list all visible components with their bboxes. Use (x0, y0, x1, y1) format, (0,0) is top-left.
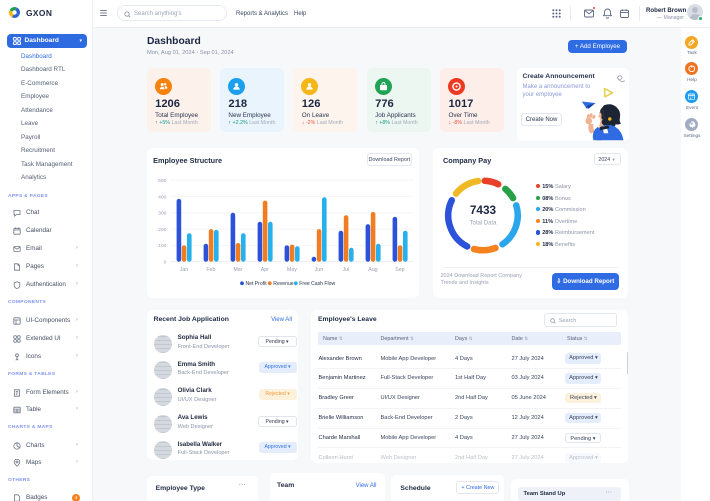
svg-text:May: May (286, 267, 296, 273)
svg-text:Jul: Jul (342, 267, 349, 273)
svg-text:Free Cash Flow: Free Cash Flow (299, 281, 335, 287)
svg-text:Feb: Feb (206, 267, 215, 273)
svg-text:400: 400 (158, 194, 167, 200)
svg-text:Jun: Jun (314, 267, 323, 273)
svg-text:Total Data: Total Data (469, 221, 497, 227)
svg-text:100: 100 (158, 243, 167, 249)
svg-text:Mar: Mar (233, 267, 242, 273)
svg-text:Jan: Jan (179, 267, 188, 273)
svg-text:7433: 7433 (469, 203, 496, 217)
svg-text:Net Profit: Net Profit (245, 281, 267, 287)
svg-text:500: 500 (158, 178, 167, 184)
svg-text:300: 300 (158, 211, 167, 217)
svg-text:Aug: Aug (368, 267, 377, 273)
svg-text:Revenue: Revenue (273, 281, 294, 287)
svg-text:Sep: Sep (395, 267, 404, 273)
svg-text:0: 0 (163, 259, 166, 265)
svg-text:Apr: Apr (260, 267, 268, 273)
svg-text:200: 200 (158, 227, 167, 233)
